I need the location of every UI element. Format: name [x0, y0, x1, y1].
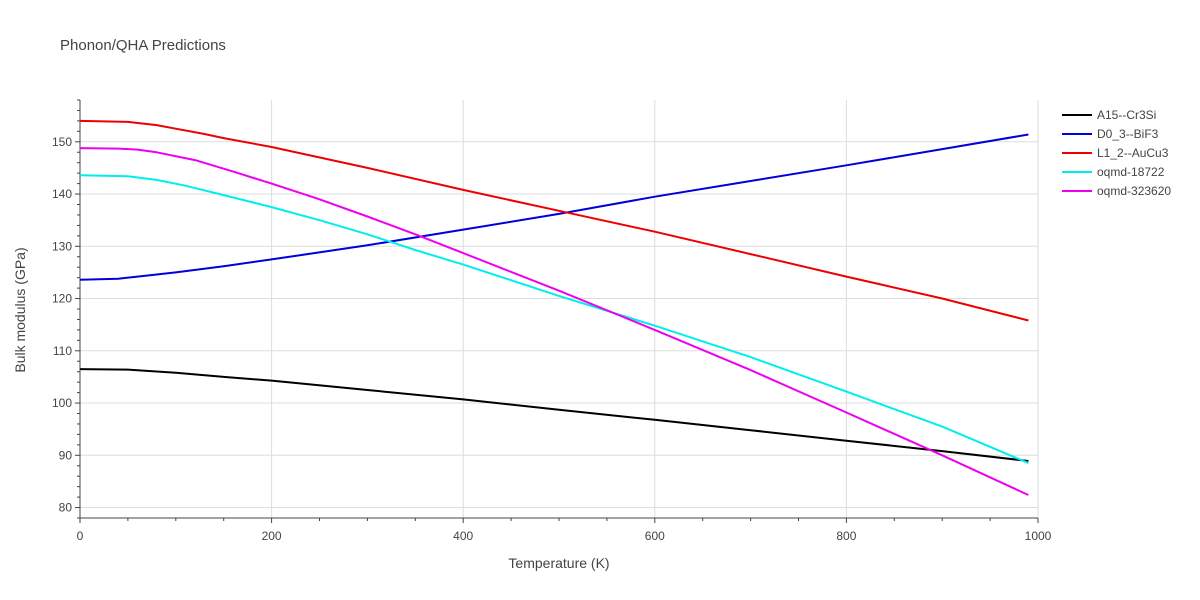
x-tick-label: 0 — [77, 529, 84, 543]
y-tick-label: 140 — [52, 187, 72, 201]
legend-item-oqmd-323620[interactable]: oqmd-323620 — [1062, 184, 1171, 198]
legend-item-A15--Cr3Si[interactable]: A15--Cr3Si — [1062, 108, 1156, 122]
y-tick-label: 150 — [52, 135, 72, 149]
x-tick-label: 800 — [836, 529, 856, 543]
legend-item-oqmd-18722[interactable]: oqmd-18722 — [1062, 165, 1165, 179]
y-tick-label: 130 — [52, 239, 72, 253]
series-line-oqmd-323620 — [79, 147, 1029, 496]
legend[interactable]: A15--Cr3Si D0_3--BiF3 L1_2--AuCu3 oqmd-1872… — [1062, 108, 1171, 198]
series-line-oqmd-18722 — [79, 174, 1029, 465]
y-tick-label: 90 — [59, 448, 73, 462]
x-axis-title: Temperature (K) — [508, 555, 609, 571]
series-line-A15--Cr3Si — [79, 368, 1029, 462]
legend-label: L1_2--AuCu3 — [1097, 146, 1169, 160]
legend-label: D0_3--BiF3 — [1097, 127, 1159, 141]
legend-label: A15--Cr3Si — [1097, 108, 1156, 122]
series-line-L1_2--AuCu3 — [79, 119, 1029, 322]
legend-item-L1_2--AuCu3[interactable]: L1_2--AuCu3 — [1062, 146, 1169, 160]
x-tick-label: 600 — [645, 529, 665, 543]
y-axis-title: Bulk modulus (GPa) — [12, 247, 28, 372]
grid-lines — [80, 100, 1039, 518]
legend-label: oqmd-323620 — [1097, 184, 1171, 198]
axes: 0 200 400 600 800 1000 80 90 100 110 120 130 140 150 — [52, 99, 1052, 543]
x-tick-label: 200 — [262, 529, 282, 543]
legend-label: oqmd-18722 — [1097, 165, 1165, 179]
x-tick-label: 400 — [453, 529, 473, 543]
y-tick-label: 120 — [52, 292, 72, 306]
y-tick-label: 80 — [59, 501, 73, 515]
x-tick-label: 1000 — [1025, 529, 1052, 543]
legend-item-D0_3--BiF3[interactable]: D0_3--BiF3 — [1062, 127, 1159, 141]
series-lines — [79, 119, 1029, 496]
y-tick-label: 110 — [53, 344, 72, 358]
chart-title: Phonon/QHA Predictions — [60, 37, 226, 54]
y-tick-label: 100 — [52, 396, 72, 410]
series-line-D0_3--BiF3 — [79, 133, 1029, 281]
